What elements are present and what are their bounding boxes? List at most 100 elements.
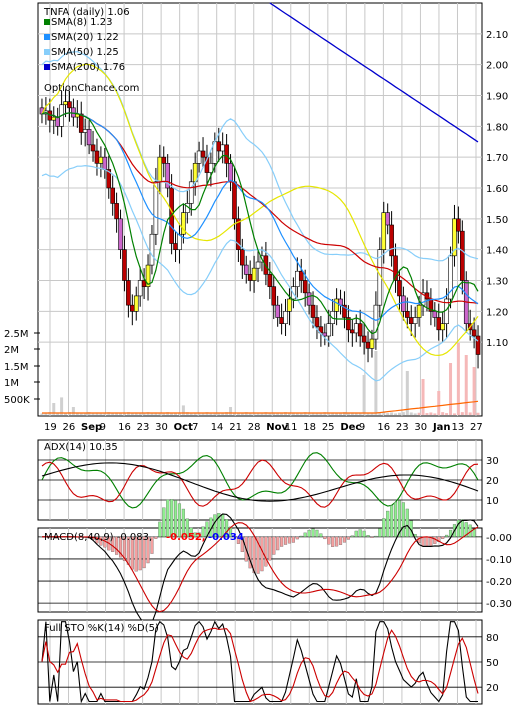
volume-bar — [433, 413, 437, 415]
volume-bar — [397, 412, 401, 415]
candle-body — [216, 141, 222, 152]
candle-body — [181, 212, 186, 235]
macd-histogram-bar — [232, 536, 237, 537]
macd-histogram-bar — [358, 529, 362, 537]
volume-bar — [319, 412, 323, 415]
candle-body — [369, 338, 375, 349]
volume-bar — [134, 412, 138, 415]
macd-histogram-bar — [162, 507, 166, 537]
volume-bar — [464, 355, 468, 415]
panel-tick-label: 30 — [486, 456, 499, 467]
panel-tick-label: 20 — [486, 476, 499, 487]
volume-bar — [252, 412, 256, 415]
volume-average-line — [42, 400, 479, 414]
volume-bar — [276, 413, 280, 415]
volume-bar — [311, 412, 315, 415]
macd-histogram-bar — [118, 536, 123, 558]
macd-histogram-bar — [138, 536, 142, 571]
legend-swatch — [44, 19, 50, 25]
macd-histogram-bar — [256, 536, 260, 574]
macd-histogram-bar — [378, 528, 382, 537]
legend-swatch — [44, 64, 50, 70]
macd-histogram-bar — [158, 521, 162, 537]
candle-body — [460, 230, 465, 281]
candle-body — [381, 212, 387, 250]
macd-histogram-bar — [193, 532, 197, 537]
panel-tick-label: -0.00 — [486, 533, 512, 544]
candle-body — [255, 261, 261, 269]
volume-bar — [295, 413, 299, 415]
price-tick-label: 1.60 — [486, 184, 508, 195]
volume-bar — [327, 413, 331, 415]
sto-k-line — [41, 620, 478, 704]
adx-panel: 30 20 10 ADX(14) 10.35 — [37, 439, 499, 521]
candle-body — [55, 116, 60, 127]
candle-body — [243, 264, 249, 275]
candle-body — [149, 233, 155, 266]
sma-200-line — [269, 2, 479, 143]
candle-body — [94, 150, 100, 164]
macd-histogram-bar — [280, 536, 284, 547]
macd-histogram-bar — [338, 536, 343, 545]
x-tick-label: Nov — [266, 422, 288, 433]
macd-histogram-bar — [299, 535, 303, 537]
candle-body — [295, 270, 300, 287]
macd-histogram-bar — [142, 536, 146, 569]
volume-bar — [268, 413, 272, 415]
candle-body — [130, 304, 135, 312]
macd-histogram-bar — [382, 518, 386, 537]
volume-bar — [445, 413, 449, 415]
macd-line — [42, 513, 479, 627]
volume-bar — [331, 412, 335, 415]
adx-minus-di-line — [41, 459, 479, 508]
volume-bar — [217, 413, 221, 415]
volume-bar — [64, 412, 68, 415]
x-tick-label: 25 — [322, 422, 335, 433]
volume-bar — [429, 412, 433, 415]
candle-body — [432, 311, 438, 318]
candle-body — [385, 212, 390, 226]
macd-histogram-bar — [248, 536, 252, 569]
macd-histogram-value: -0.034 — [208, 532, 244, 543]
candle-body — [405, 311, 410, 318]
price-tick-label: 1.90 — [486, 92, 508, 103]
panel-tick-label: -0.10 — [486, 555, 512, 566]
x-tick-label: 28 — [248, 422, 261, 433]
macd-histogram-bar — [366, 535, 370, 537]
x-tick-label: 14 — [211, 422, 224, 433]
candle-body — [177, 233, 182, 250]
volume-bar — [291, 412, 295, 415]
macd-histogram-bar — [456, 519, 460, 537]
x-tick-label: 9 — [100, 422, 106, 433]
adx-plus-di-line — [41, 452, 479, 509]
volume-bar — [138, 413, 142, 415]
candle-body — [232, 181, 237, 220]
macd-histogram-bar — [177, 503, 182, 537]
sto-grid — [38, 620, 482, 704]
macd-histogram-bar — [115, 536, 119, 555]
macd-histogram-bar — [217, 513, 221, 537]
volume-bar — [103, 412, 107, 415]
volume-bar — [95, 412, 99, 415]
candle-body — [110, 187, 115, 204]
volume-tick-label: 1M — [4, 378, 19, 389]
macd-title: MACD(8,40,9) -0.083, — [44, 532, 152, 543]
price-frame — [37, 2, 483, 417]
price-axis-ticks: 2.10 2.00 1.90 1.80 1.70 1.60 1.50 1.40 1.30 1.20… — [486, 30, 508, 349]
macd-panel: -0.00 -0.10 -0.20 -0.30 MACD(8,40,9) -0.083… — [37, 499, 512, 627]
volume-bar — [339, 412, 343, 415]
panel-tick-label: 10 — [486, 496, 499, 507]
candle-body — [63, 101, 68, 106]
volume-axis-ticks: 2.5M 2M 1.5M 1M 500K — [4, 329, 40, 406]
adx-lines — [41, 452, 479, 509]
candle-body — [118, 218, 123, 250]
price-tick-label: 1.50 — [486, 215, 508, 226]
candle-body — [196, 150, 202, 164]
candle-body — [350, 329, 355, 334]
candle-body — [440, 323, 445, 331]
macd-histogram-bar — [252, 536, 256, 574]
volume-bar — [91, 413, 95, 415]
macd-histogram-bar — [346, 536, 350, 540]
